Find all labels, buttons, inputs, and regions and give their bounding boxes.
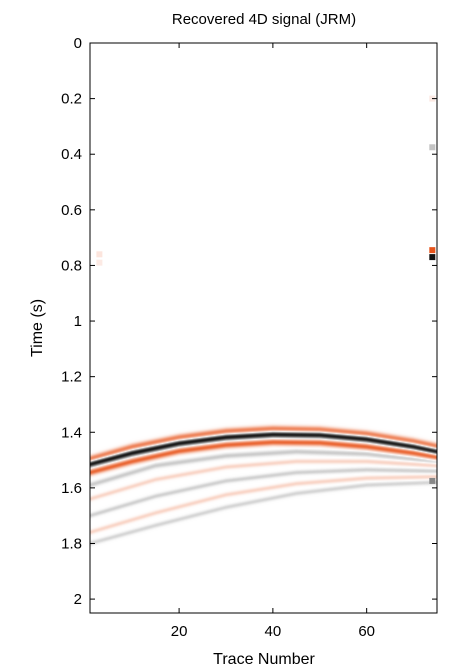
y-tick-label: 0 [74, 35, 82, 52]
y-tick-label: 1 [74, 313, 82, 330]
y-tick-label: 0.8 [61, 257, 82, 274]
y-tick-label: 0.4 [61, 146, 82, 163]
y-tick-label: 1.4 [61, 424, 82, 441]
artifact-mark-1 [429, 254, 436, 261]
heatmap-image [90, 43, 437, 613]
artifact-mark-6 [429, 477, 436, 484]
plot-area [89, 42, 438, 614]
artifact-mark-2 [429, 144, 436, 151]
x-tick-label: 20 [171, 623, 188, 640]
chart-title: Recovered 4D signal (JRM) [172, 11, 356, 28]
y-tick-label: 2 [74, 591, 82, 608]
artifact-mark-0 [429, 247, 436, 254]
x-axis-label: Trace Number [213, 651, 315, 668]
plot-frame [89, 42, 438, 614]
x-axis: 20 40 60 [171, 43, 375, 640]
artifact-mark-4 [96, 251, 103, 258]
y-tick-label: 1.8 [61, 535, 82, 552]
artifact-mark-5 [96, 259, 103, 266]
y-axis-label: Time (s) [29, 299, 46, 357]
y-tick-label: 0.6 [61, 202, 82, 219]
y-tick-label: 1.6 [61, 480, 82, 497]
y-tick-label: 0.2 [61, 91, 82, 108]
y-axis: 0 0.2 0.4 0.6 0.8 1 1.2 1.4 1.6 1.8 2 [61, 35, 437, 608]
y-tick-label: 1.2 [61, 369, 82, 386]
x-tick-label: 40 [265, 623, 282, 640]
x-tick-label: 60 [358, 623, 375, 640]
